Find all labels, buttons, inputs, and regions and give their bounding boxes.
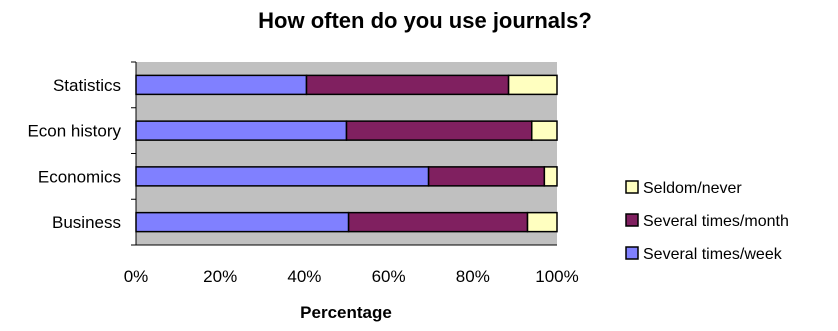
bar-business-several-times-week <box>135 211 350 233</box>
x-tick-label: 0% <box>124 267 149 286</box>
bar-statistics-several-times-month <box>305 74 510 96</box>
legend-swatch-seldom-never <box>625 180 639 194</box>
x-tick-label: 60% <box>372 267 406 286</box>
legend-label-several-times-month: Several times/month <box>643 213 789 230</box>
bar-business-seldom-never <box>526 211 558 233</box>
bar-business-several-times-month <box>347 211 529 233</box>
x-axis-title: Percentage <box>300 303 392 322</box>
bar-econ-history-several-times-month <box>345 120 533 141</box>
legend-box <box>623 172 833 270</box>
legend-label-seldom-never: Seldom/never <box>643 180 742 197</box>
legend-swatch-several-times-week <box>625 246 639 260</box>
legend: Seldom/never Several times/month Several t… <box>623 172 833 270</box>
bar-economics-several-times-month <box>427 166 546 187</box>
bar-econ-history-seldom-never <box>530 120 558 141</box>
legend-swatch-several-times-month <box>625 213 639 227</box>
bar-economics-several-times-week <box>135 166 430 187</box>
x-tick-label: 100% <box>535 267 578 286</box>
category-label-economics: Economics <box>38 167 121 186</box>
bar-econ-history-several-times-week <box>135 120 348 141</box>
category-label-econ-history: Econ history <box>27 122 121 141</box>
category-label-statistics: Statistics <box>53 76 121 95</box>
x-tick-label: 20% <box>203 267 237 286</box>
bar-economics-seldom-never <box>543 166 558 187</box>
bar-statistics-seldom-never <box>507 74 558 96</box>
chart-title: How often do you use journals? <box>258 8 592 33</box>
category-label-business: Business <box>52 213 121 232</box>
x-tick-label: 80% <box>456 267 490 286</box>
legend-label-several-times-week: Several times/week <box>643 246 783 263</box>
x-tick-label: 40% <box>287 267 321 286</box>
y-axis: Statistics Econ history Economics Business <box>27 61 137 246</box>
x-axis: 0% 20% 40% 60% 80% 100% <box>124 244 579 286</box>
bar-statistics-several-times-week <box>135 74 308 96</box>
